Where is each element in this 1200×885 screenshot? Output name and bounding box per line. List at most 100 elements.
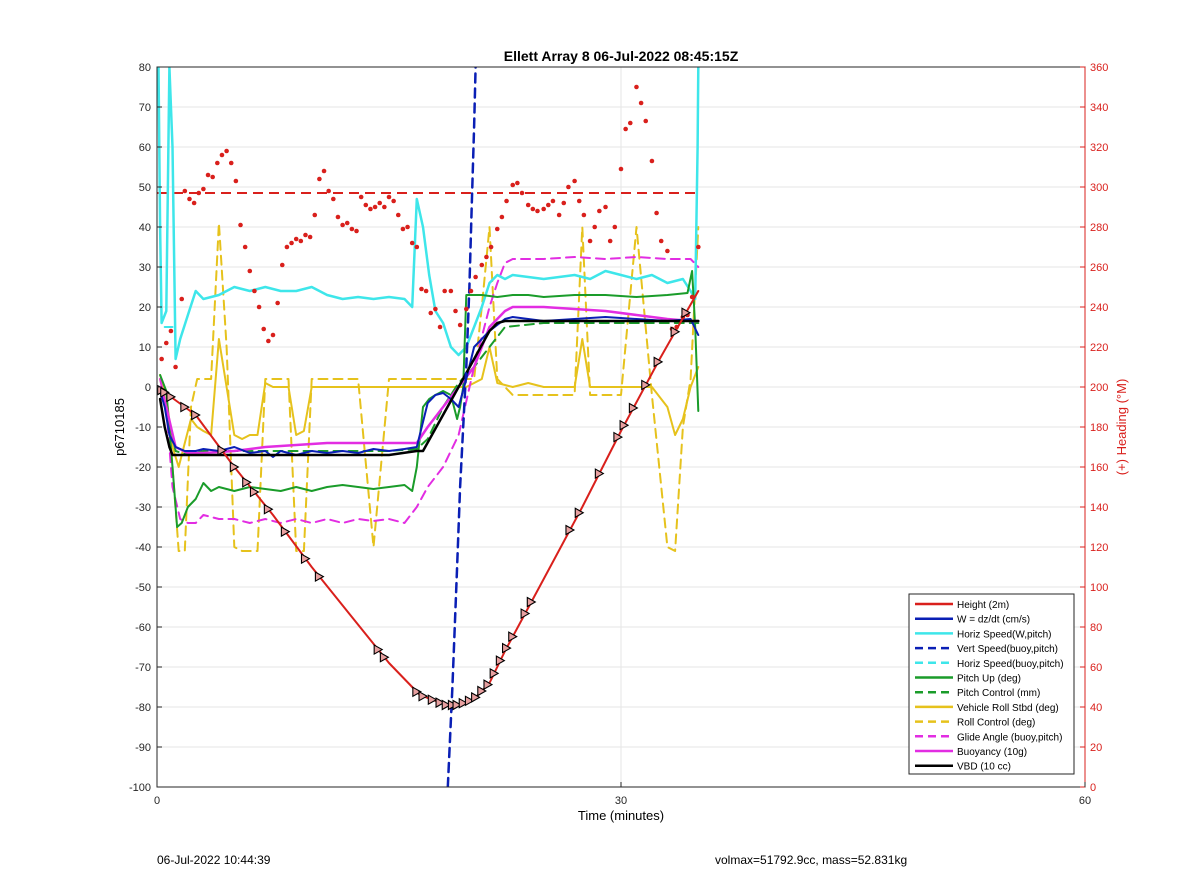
y-tick-label: -60 (135, 622, 151, 634)
heading-point (205, 172, 211, 178)
y-tick-label: -20 (135, 462, 151, 474)
heading-point (312, 212, 318, 218)
heading-point (504, 198, 509, 204)
heading-point (372, 204, 378, 210)
y-tick-label: -80 (135, 702, 151, 714)
heading-point (233, 178, 239, 184)
heading-point (266, 338, 271, 344)
heading-point (448, 288, 454, 294)
legend: Height (2m) W = dz/dt (cm/s) Horiz Speed(W… (908, 593, 1075, 775)
heading-point (541, 206, 546, 212)
plot-area (157, 67, 701, 787)
y-tick-label: -100 (129, 782, 151, 794)
height-marker (501, 642, 512, 654)
series-line-vehicle-roll-stbd-deg (159, 338, 700, 468)
heading-point (261, 326, 267, 332)
height-marker (613, 431, 624, 443)
heading-point (409, 240, 415, 246)
heading-point (400, 226, 406, 232)
heading-point (270, 332, 276, 338)
y-axis-label: p6710185 (112, 398, 127, 456)
y2-tick-label: 340 (1090, 102, 1108, 114)
heading-point (201, 186, 206, 192)
heading-point (525, 202, 531, 208)
height-marker (508, 631, 518, 643)
heading-point (168, 328, 174, 334)
heading-point (331, 196, 336, 202)
y2-tick-label: 20 (1090, 742, 1102, 754)
height-marker (242, 476, 252, 488)
y-tick-label: -90 (135, 742, 151, 754)
y-tick-label: 60 (139, 142, 151, 154)
heading-point (494, 226, 500, 232)
y-tick-label: 70 (139, 102, 151, 114)
heading-point (654, 210, 659, 216)
heading-point (173, 364, 178, 370)
heading-point (535, 208, 540, 214)
heading-point (391, 198, 396, 204)
y2-tick-label: 360 (1090, 62, 1108, 74)
height-marker (464, 695, 475, 707)
legend-label: Buoyancy (10g) (957, 747, 1027, 758)
heading-point (405, 224, 410, 230)
heading-point (247, 268, 253, 274)
y2-tick-label: 200 (1090, 382, 1108, 394)
y-axis-ticks: -100-90-80-70-60-50-40-30-20-10010203040… (129, 62, 162, 794)
heading-point (468, 288, 474, 294)
heading-point (587, 238, 593, 244)
heading-point (479, 262, 485, 268)
y-tick-label: 10 (139, 342, 151, 354)
height-marker (452, 699, 463, 711)
heading-point (219, 152, 225, 158)
x-tick-label: 30 (615, 795, 627, 807)
heading-point (228, 160, 234, 166)
height-marker (670, 326, 681, 338)
heading-point (326, 188, 331, 194)
legend-label: Vehicle Roll Stbd (deg) (957, 703, 1059, 714)
y2-tick-label: 220 (1090, 342, 1108, 354)
legend-label: Horiz Speed(buoy,pitch) (957, 659, 1064, 670)
x-tick-label: 60 (1079, 795, 1091, 807)
height-marker (619, 419, 630, 431)
heading-point (182, 188, 188, 194)
heading-point (414, 244, 420, 250)
heading-point (256, 304, 262, 310)
heading-point (428, 310, 434, 316)
series-line-horiz-speed-w-pitch (157, 67, 700, 361)
height-marker (641, 379, 651, 391)
heading-point (358, 194, 364, 200)
y2-tick-label: 0 (1090, 782, 1096, 794)
height-marker (520, 608, 531, 620)
heading-point (275, 300, 280, 306)
heading-point (386, 194, 392, 200)
footer-timestamp: 06-Jul-2022 10:44:39 (157, 853, 271, 867)
heading-point (510, 182, 516, 188)
heading-point (689, 294, 695, 300)
heading-point (592, 224, 598, 230)
height-marker (471, 691, 481, 703)
heading-point (634, 84, 639, 90)
series-line-w-dz-dt-cm-s (159, 316, 700, 458)
y-tick-label: -30 (135, 502, 151, 514)
height-marker (160, 386, 170, 398)
heading-point (530, 206, 536, 212)
y2-tick-label: 280 (1090, 222, 1108, 234)
height-marker (495, 655, 506, 667)
y-tick-label: -50 (135, 582, 151, 594)
height-marker (483, 679, 494, 691)
heading-point (284, 244, 290, 250)
heading-point (515, 180, 520, 186)
heading-point (658, 238, 664, 244)
heading-point (550, 198, 556, 204)
height-marker (263, 503, 274, 515)
heading-point (464, 306, 469, 312)
legend-label: W = dz/dt (cm/s) (957, 615, 1030, 626)
heading-point (453, 308, 458, 314)
heading-point (349, 226, 355, 232)
height-marker (435, 697, 446, 709)
y2-tick-label: 80 (1090, 622, 1102, 634)
series-line-vert-speed-buoy-pitch (446, 67, 477, 787)
height-marker (477, 685, 487, 697)
legend-label: Roll Control (deg) (957, 718, 1035, 729)
